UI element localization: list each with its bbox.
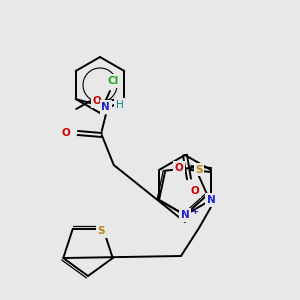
Text: O: O [175, 163, 183, 173]
Text: +: + [191, 206, 199, 215]
Text: N: N [181, 210, 189, 220]
Text: N: N [101, 102, 110, 112]
Text: S: S [98, 226, 105, 236]
Text: O: O [190, 186, 200, 196]
Text: Cl: Cl [107, 76, 118, 86]
Text: S: S [195, 164, 203, 175]
Text: O: O [61, 128, 70, 138]
Text: N: N [207, 195, 215, 205]
Text: H: H [116, 100, 124, 110]
Text: O: O [93, 96, 102, 106]
